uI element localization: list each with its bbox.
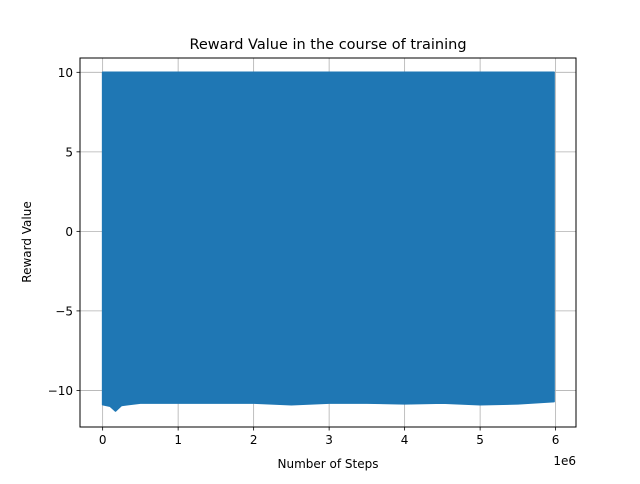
x-axis-label: Number of Steps [278,457,379,471]
plot-frame [79,57,577,428]
x-tick-label: 0 [99,433,107,447]
x-tick-label: 5 [476,433,484,447]
y-axis-label: Reward Value [20,201,34,282]
x-axis-offset-text: 1e6 [553,454,576,468]
y-axis-ticks: 10 5 0 −5 −10 [48,66,80,398]
y-tick-label: −5 [55,304,73,318]
y-tick-label: 0 [65,225,73,239]
y-tick-label: −10 [48,384,73,398]
x-tick-label: 2 [250,433,258,447]
plot-data [101,71,555,412]
x-tick-label: 1 [174,433,182,447]
reward-series-band [101,71,555,412]
x-tick-label: 4 [401,433,409,447]
y-tick-label: 10 [58,66,73,80]
y-tick-label: 5 [65,145,73,159]
x-tick-label: 6 [552,433,560,447]
chart-title: Reward Value in the course of training [189,37,466,53]
x-tick-label: 3 [325,433,333,447]
x-axis-ticks: 0 1 2 3 4 5 6 [99,427,560,447]
